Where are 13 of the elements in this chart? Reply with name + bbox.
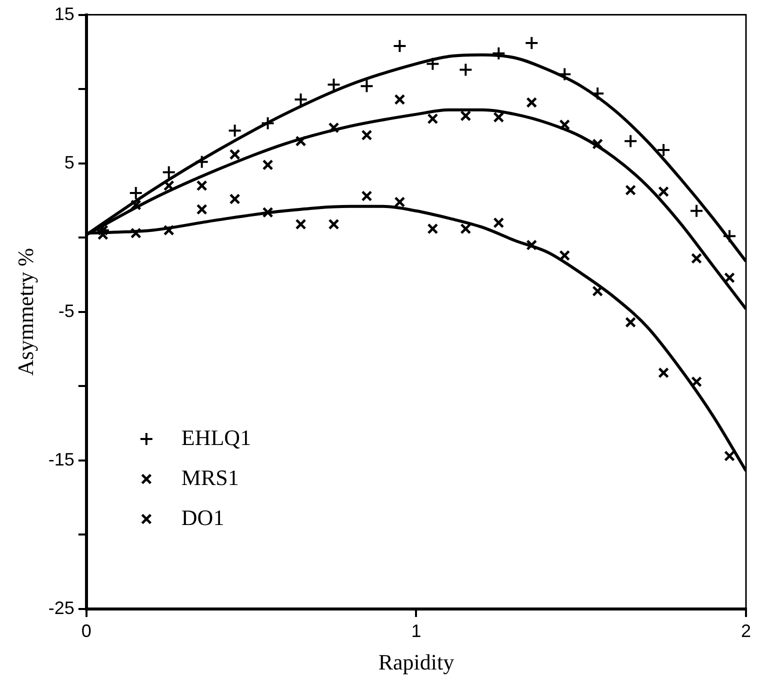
x-axis-title: Rapidity	[378, 650, 454, 675]
x-tick-label: 2	[740, 620, 752, 641]
y-tick-label: -25	[48, 598, 74, 618]
y-tick-label: 15	[54, 4, 74, 24]
y-axis-title: Asymmetry %	[12, 248, 38, 376]
legend-label: MRS1	[181, 464, 239, 490]
y-tick-label: -5	[58, 300, 74, 321]
x-tick-label: 0	[81, 620, 92, 641]
y-tick-label: -15	[48, 449, 74, 470]
x-tick-label: 1	[411, 620, 422, 641]
y-tick-label: 5	[64, 152, 74, 172]
legend-label: EHLQ1	[181, 424, 252, 450]
legend-label: DO1	[181, 504, 224, 530]
